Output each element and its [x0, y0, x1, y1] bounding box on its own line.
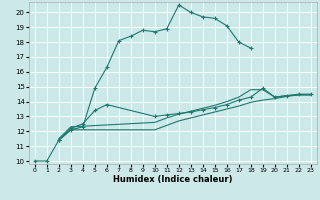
X-axis label: Humidex (Indice chaleur): Humidex (Indice chaleur) — [113, 175, 233, 184]
